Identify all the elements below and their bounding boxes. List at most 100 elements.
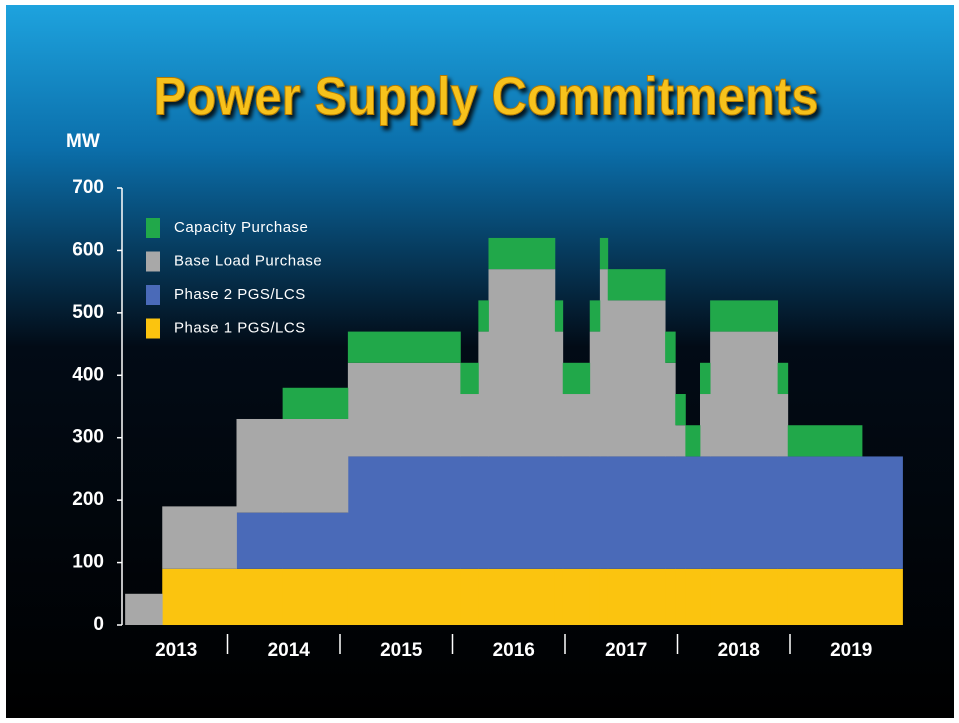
area-segment <box>589 300 601 332</box>
legend-label: Base Load Purchase <box>174 252 322 269</box>
area-segment <box>787 456 863 569</box>
area-segment <box>700 394 711 457</box>
area-segment <box>554 456 564 569</box>
area-segment <box>554 331 564 457</box>
area-segment <box>347 568 461 625</box>
legend-swatch <box>146 318 160 339</box>
area-segment <box>787 425 863 457</box>
x-tick-label: 2013 <box>155 640 197 661</box>
area-segment <box>162 506 237 569</box>
legend-label: Phase 2 PGS/LCS <box>174 286 306 303</box>
area-segment <box>665 456 676 569</box>
area-segment <box>599 568 609 625</box>
area-segment <box>478 456 489 569</box>
area-segment <box>478 300 489 332</box>
area-segment <box>675 568 686 625</box>
y-tick-label: 200 <box>72 489 104 510</box>
area-segment <box>710 568 779 625</box>
y-tick-label: 500 <box>72 302 104 323</box>
y-tick-label: 0 <box>93 614 104 635</box>
x-tick-label: 2016 <box>493 640 535 661</box>
area-segment <box>562 394 591 457</box>
area-segment <box>562 362 591 395</box>
area-segment <box>236 568 284 625</box>
y-tick-label: 700 <box>72 177 104 198</box>
area-segment <box>562 456 591 569</box>
area-segment <box>862 568 903 625</box>
area-segment <box>665 568 676 625</box>
y-tick-label: 100 <box>72 552 104 573</box>
y-tick-label: 300 <box>72 427 104 448</box>
area-segment <box>562 568 591 625</box>
area-segment <box>589 456 601 569</box>
x-tick-label: 2018 <box>718 640 760 661</box>
area-segment <box>700 456 711 569</box>
area-segment <box>607 269 666 301</box>
x-tick-label: 2019 <box>830 640 872 661</box>
area-segment <box>282 418 349 513</box>
area-segment <box>236 418 284 513</box>
area-segment <box>554 300 564 332</box>
area-segment <box>125 593 163 625</box>
x-tick-label: 2014 <box>268 640 311 661</box>
area-segment <box>675 425 686 457</box>
area-segment <box>488 568 556 625</box>
area-segment <box>282 387 349 419</box>
area-segment <box>665 331 676 363</box>
legend-label: Phase 1 PGS/LCS <box>174 319 306 336</box>
area-segment <box>460 362 479 395</box>
area-segment <box>787 568 863 625</box>
legend-swatch <box>146 218 160 238</box>
area-segment <box>710 331 779 457</box>
area-segment <box>777 362 789 395</box>
area-segment <box>488 269 556 457</box>
area-segment <box>347 331 461 363</box>
y-tick-label: 600 <box>72 239 104 260</box>
area-segment <box>862 456 903 569</box>
y-axis-label: MW <box>66 131 100 152</box>
area-segment <box>607 456 666 569</box>
area-segment <box>488 237 556 270</box>
area-segment <box>347 362 461 457</box>
area-segment <box>599 269 609 457</box>
area-segment <box>589 568 601 625</box>
plot-area <box>125 237 903 625</box>
area-segment <box>675 394 686 426</box>
area-segment <box>700 568 711 625</box>
area-segment <box>685 456 701 569</box>
area-segment <box>777 456 789 569</box>
area-segment <box>478 331 489 457</box>
x-tick-label: 2017 <box>605 640 647 661</box>
area-segment <box>478 568 489 625</box>
area-segment <box>460 394 479 457</box>
area-segment <box>589 331 601 457</box>
legend-swatch <box>146 285 160 305</box>
area-segment <box>554 568 564 625</box>
area-segment <box>685 425 701 457</box>
area-segment <box>685 568 701 625</box>
area-segment <box>607 568 666 625</box>
area-segment <box>607 300 666 457</box>
area-segment <box>700 362 711 395</box>
area-segment <box>460 456 479 569</box>
area-segment <box>665 362 676 457</box>
area-segment <box>460 568 479 625</box>
area-segment <box>675 456 686 569</box>
chart-title: Power Supply Commitments <box>154 66 819 126</box>
area-segment <box>777 568 789 625</box>
y-tick-label: 400 <box>72 364 104 385</box>
area-segment <box>599 237 609 270</box>
area-segment <box>282 568 349 625</box>
area-segment <box>162 568 237 625</box>
area-segment <box>347 456 461 569</box>
legend-label: Capacity Purchase <box>174 219 308 236</box>
x-tick-label: 2015 <box>380 640 423 661</box>
area-segment <box>282 512 349 569</box>
area-segment <box>710 300 779 332</box>
area-segment <box>777 394 789 457</box>
area-segment <box>710 456 779 569</box>
area-segment <box>488 456 556 569</box>
legend-swatch <box>146 251 160 272</box>
area-segment <box>599 456 609 569</box>
